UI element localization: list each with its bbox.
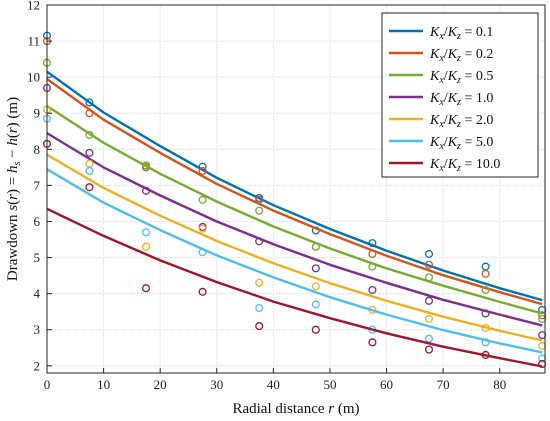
data-point bbox=[85, 98, 94, 107]
data-point bbox=[311, 300, 320, 309]
data-point bbox=[481, 350, 490, 360]
data-point bbox=[481, 269, 490, 278]
x-tick-label: 0 bbox=[44, 377, 51, 392]
grid-lines bbox=[46, 4, 545, 373]
data-point bbox=[141, 284, 151, 293]
y-tick-label: 9 bbox=[34, 106, 41, 121]
data-point bbox=[368, 285, 377, 295]
data-point bbox=[141, 161, 151, 170]
x-tick-label: 20 bbox=[154, 377, 167, 392]
data-point bbox=[311, 325, 320, 334]
data-point bbox=[424, 334, 434, 343]
series-line-2 bbox=[46, 104, 543, 315]
data-point bbox=[198, 195, 207, 204]
data-point bbox=[424, 260, 434, 269]
data-point bbox=[424, 345, 434, 354]
x-axis-label: Radial distance r (m) bbox=[232, 401, 359, 417]
y-tick-label: 12 bbox=[27, 0, 40, 13]
data-point bbox=[198, 162, 207, 171]
y-tick-label: 2 bbox=[34, 358, 41, 373]
legend-box bbox=[381, 12, 539, 178]
series-line-0 bbox=[46, 70, 543, 302]
series-group bbox=[42, 31, 547, 369]
data-point bbox=[85, 130, 94, 139]
data-point bbox=[481, 323, 490, 332]
data-point bbox=[198, 166, 207, 176]
plot-frame bbox=[46, 4, 546, 374]
data-point bbox=[311, 242, 320, 251]
data-point bbox=[85, 183, 94, 192]
data-point bbox=[424, 296, 434, 305]
x-tick-label: 70 bbox=[437, 377, 450, 392]
data-point bbox=[368, 262, 377, 271]
data-point bbox=[255, 322, 264, 331]
data-point bbox=[85, 148, 94, 157]
data-point bbox=[85, 166, 94, 176]
legend-entry-label: Kx/Kz = 1.0 bbox=[429, 91, 493, 108]
data-point bbox=[481, 309, 490, 318]
y-tick-label: 11 bbox=[27, 34, 40, 49]
series-line-6 bbox=[46, 207, 543, 368]
data-point bbox=[424, 314, 434, 323]
legend-entry-label: Kx/Kz = 10.0 bbox=[429, 157, 500, 174]
data-point bbox=[255, 278, 264, 287]
legend-entry-label: Kx/Kz = 0.5 bbox=[429, 69, 493, 86]
x-tick-label: 10 bbox=[97, 377, 110, 392]
legend: Kx/Kz = 0.1 Kx/Kz = 0.2 Kx/Kz = 0.5 Kx/Kz =… bbox=[381, 12, 539, 178]
legend-entry-label: Kx/Kz = 5.0 bbox=[429, 135, 493, 152]
legend-entry-label: Kx/Kz = 2.0 bbox=[429, 113, 493, 130]
x-tick-label: 80 bbox=[493, 377, 506, 392]
x-tick-label: 50 bbox=[323, 377, 336, 392]
data-point bbox=[368, 249, 377, 258]
data-point bbox=[255, 304, 264, 313]
data-point bbox=[255, 195, 264, 204]
y-tick-label: 3 bbox=[34, 322, 41, 337]
data-point bbox=[538, 311, 547, 320]
series-line-3 bbox=[46, 132, 543, 327]
series-line-5 bbox=[46, 168, 543, 354]
data-point bbox=[141, 228, 151, 237]
legend-entry-label: Kx/Kz = 0.2 bbox=[429, 47, 493, 64]
data-point bbox=[424, 249, 434, 258]
series-line-4 bbox=[46, 153, 543, 342]
data-point bbox=[538, 331, 547, 340]
data-point bbox=[368, 338, 377, 347]
data-point bbox=[255, 237, 264, 246]
data-point bbox=[538, 341, 547, 350]
data-point bbox=[141, 186, 151, 195]
y-tick-label: 4 bbox=[34, 286, 41, 301]
data-point bbox=[424, 273, 434, 282]
data-point bbox=[538, 314, 547, 323]
data-point bbox=[141, 242, 151, 251]
data-point bbox=[481, 285, 490, 295]
data-point bbox=[255, 206, 264, 215]
data-point bbox=[198, 287, 207, 296]
data-point bbox=[85, 109, 94, 118]
data-point bbox=[198, 224, 207, 233]
y-tick-label: 8 bbox=[34, 142, 41, 157]
y-axis-label: Drawdown s(r) = hs − h(r) (m) bbox=[5, 97, 23, 281]
data-point bbox=[311, 282, 320, 291]
x-tick-label: 30 bbox=[210, 377, 223, 392]
axis-ticks: 0 10 20 30 40 50 60 70 80 2 3 4 5 6 7 8 9 10 11 12 bbox=[27, 0, 506, 392]
legend-entry-label: Kx/Kz = 0.1 bbox=[429, 25, 493, 42]
y-tick-label: 5 bbox=[34, 250, 41, 265]
data-point bbox=[538, 359, 547, 369]
data-point bbox=[368, 239, 377, 248]
x-tick-label: 60 bbox=[380, 377, 393, 392]
y-tick-label: 6 bbox=[34, 214, 41, 229]
data-point bbox=[538, 354, 547, 363]
data-point bbox=[311, 264, 320, 273]
y-tick-label: 7 bbox=[34, 178, 41, 193]
x-tick-label: 40 bbox=[267, 377, 280, 392]
series-line-1 bbox=[46, 78, 543, 306]
data-point bbox=[481, 338, 490, 347]
y-tick-label: 10 bbox=[27, 70, 40, 85]
data-point bbox=[198, 248, 207, 257]
